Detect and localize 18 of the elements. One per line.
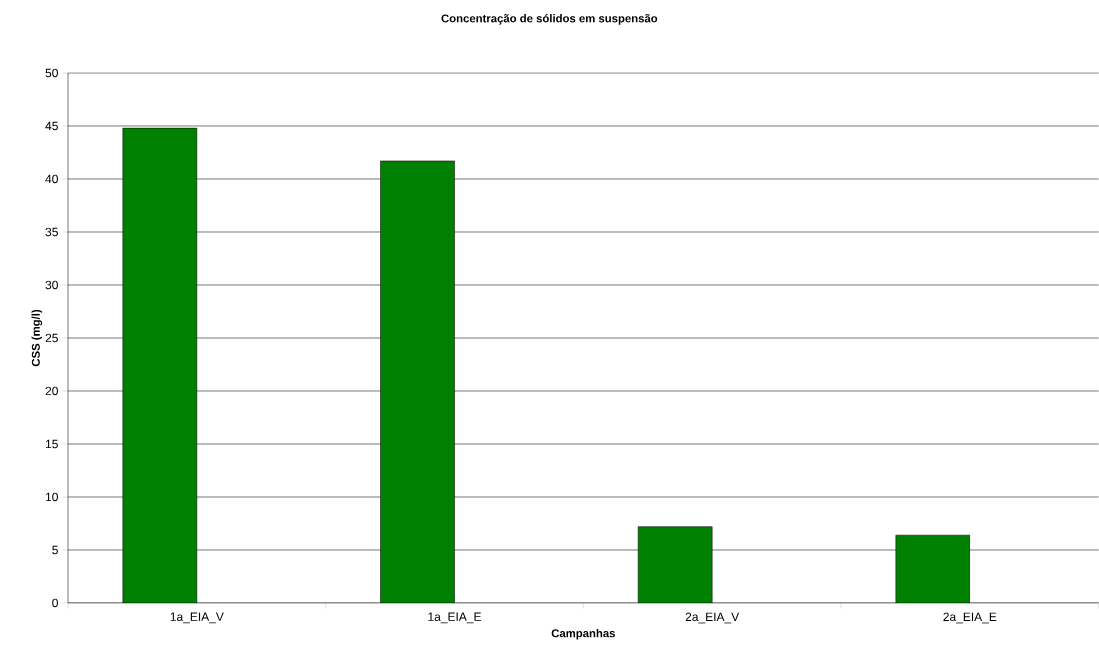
y-tick-label: 45 bbox=[45, 121, 58, 131]
y-axis-title: CSS (mg/l) bbox=[31, 309, 43, 367]
x-axis-title: Campanhas bbox=[551, 628, 615, 640]
y-tick-label: 35 bbox=[45, 227, 58, 237]
y-tick-label: 20 bbox=[45, 386, 58, 396]
x-tick-label: 1a_EIA_V bbox=[170, 612, 224, 624]
y-tick-label: 50 bbox=[45, 68, 58, 78]
y-tick-label: 15 bbox=[45, 439, 58, 449]
y-tick-label: 0 bbox=[52, 598, 58, 608]
x-tick-label: 2a_EIA_V bbox=[685, 612, 740, 624]
x-tick-label: 1a_EIA_E bbox=[428, 612, 481, 624]
y-tick-label: 40 bbox=[45, 174, 58, 184]
chart-title: Concentração de sólidos em suspensão bbox=[441, 13, 658, 25]
x-tick-label: 2a_EIA_E bbox=[943, 612, 997, 624]
y-tick-label: 30 bbox=[45, 280, 58, 290]
y-tick-label: 10 bbox=[45, 492, 58, 502]
y-tick-label: 5 bbox=[52, 545, 58, 555]
y-tick-label: 25 bbox=[45, 333, 58, 343]
